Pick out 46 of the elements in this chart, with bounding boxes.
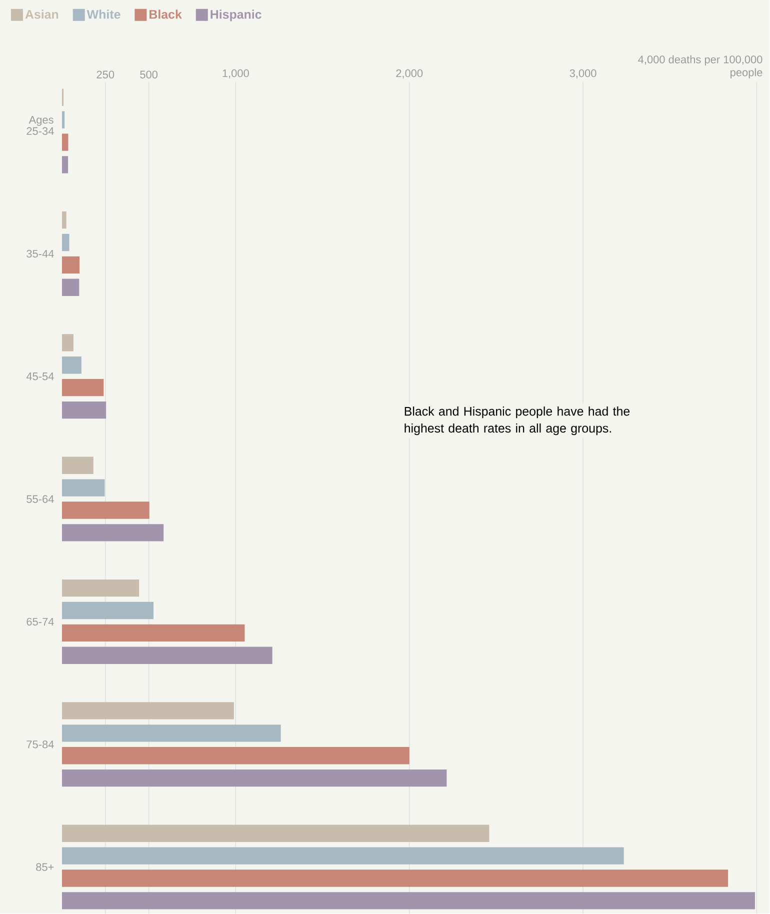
bar — [62, 334, 74, 352]
bar — [62, 824, 490, 842]
bar — [62, 256, 80, 274]
x-tick-label: 4,000 deaths per 100,000 people — [638, 55, 762, 78]
bar — [62, 892, 756, 910]
bar — [62, 747, 410, 764]
x-tick-label: 1,000 — [222, 69, 250, 78]
bar — [62, 624, 245, 642]
y-axis-title: Ages — [28, 116, 54, 126]
bar — [62, 769, 447, 787]
bar — [62, 111, 65, 128]
legend-label: White — [86, 10, 120, 19]
bar — [62, 646, 272, 664]
bar — [62, 134, 68, 151]
x-tick-label: 250 — [96, 70, 114, 78]
bar — [62, 278, 80, 296]
bar — [62, 702, 234, 720]
y-tick-label: 75-84 — [26, 740, 54, 748]
y-tick-label: 85+ — [36, 863, 54, 871]
bar — [62, 156, 68, 174]
bar — [62, 401, 106, 419]
bar — [62, 579, 140, 597]
y-tick-label: 45-54 — [26, 372, 54, 380]
bar — [62, 847, 624, 864]
x-tick-label: 2,000 — [396, 69, 423, 78]
bar — [62, 602, 154, 620]
legend-label: Asian — [25, 10, 58, 19]
annotation: Black and Hispanic people have had the highest death rates in all age groups. — [404, 406, 630, 436]
bar — [62, 234, 70, 252]
bar — [62, 379, 104, 396]
y-tick-label: 25-34 — [26, 127, 54, 135]
bar — [62, 356, 82, 374]
x-tick-label: 500 — [140, 70, 158, 78]
legend-label: Black — [150, 10, 182, 19]
x-tick-label: 3,000 — [570, 69, 596, 78]
bar — [62, 524, 164, 542]
bar — [62, 456, 94, 474]
bar — [62, 211, 66, 229]
bar — [62, 479, 105, 496]
bar — [62, 870, 728, 887]
y-tick-label: 35-44 — [26, 250, 54, 258]
bar — [62, 502, 150, 519]
y-tick-label: 55-64 — [26, 495, 54, 503]
legend-label: Hispanic — [210, 10, 262, 22]
y-tick-label: 65-74 — [26, 618, 54, 626]
bar — [62, 724, 281, 742]
